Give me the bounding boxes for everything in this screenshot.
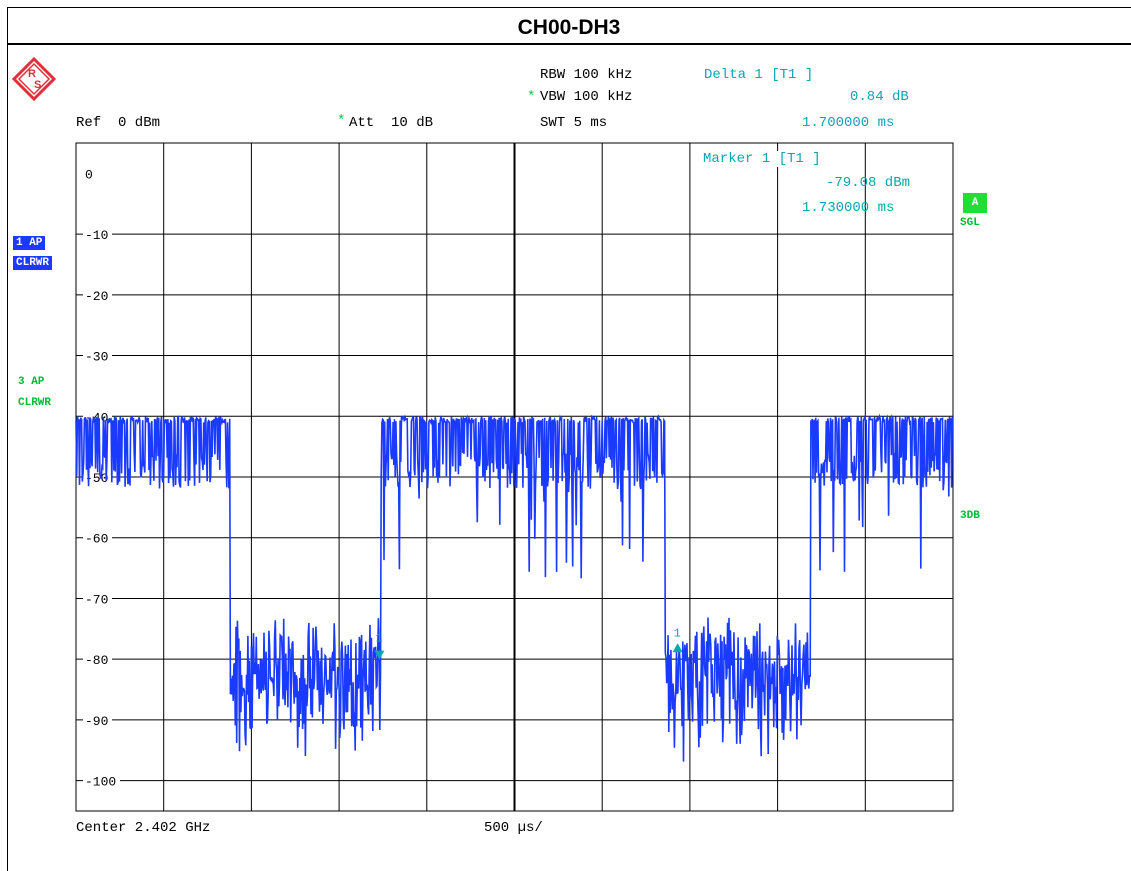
y-tick-label: -90 [85,714,108,729]
y-tick-label-bg [83,226,112,242]
y-tick-label-bg [83,347,112,363]
y-tick-label-bg [83,651,112,667]
y-tick-label: -100 [85,775,116,790]
marker-value: -79.08 dBm [826,175,911,191]
delta-marker-label: Delta 1 [T1 ] [704,67,814,83]
trace1-clrwr-badge: CLRWR [13,256,53,270]
marker-triangle [374,650,385,660]
sgl-badge: SGL [960,217,980,229]
trace1-mode-badge: 1 AP [13,236,46,250]
title-bar: CH00-DH3 [7,7,1131,45]
marker-time: 1.730000 ms [802,200,895,216]
marker-number-label: 1 [674,626,681,640]
y-tick-label-bg [83,711,112,727]
y-tick-label-bg [83,590,112,606]
attenuation: Att 10 dB [349,115,434,131]
vbw-star: * [527,89,536,105]
y-tick-label-bg [83,286,112,302]
y-tick-label: -70 [85,592,108,607]
marker-triangle [672,643,683,653]
center-frequency: Center 2.402 GHz [76,820,211,836]
svg-text:S: S [34,79,41,91]
3db-badge: 3DB [960,510,980,522]
swt-readout: SWT 5 ms [540,115,608,131]
delta-marker-time: 1.700000 ms [802,115,895,131]
vbw-readout: VBW 100 kHz [540,89,633,105]
marker-number-label: 1 [375,632,382,646]
marker-label: Marker 1 [T1 ] [703,151,821,167]
y-tick-label: -30 [85,350,108,365]
y-tick-label-bg [83,469,112,484]
y-tick-label: -10 [85,228,108,243]
y-tick-label-bg [83,772,120,788]
y-tick-label: 0 [85,167,93,182]
ref-level: Ref 0 dBm [76,115,161,131]
y-tick-label: -80 [85,653,108,668]
y-tick-label: -20 [85,289,108,304]
analyzer-frame [7,7,1131,871]
trace3-mode-badge: 3 AP [18,376,45,388]
y-tick-label: -50 [85,471,108,486]
att-star: * [337,113,346,129]
rohde-schwarz-logo-icon: R S [11,56,57,102]
svg-text:R: R [28,68,36,80]
trace3-clrwr-badge: CLRWR [18,397,52,409]
trace-a-badge: A [963,193,987,213]
y-tick-label-bg [83,529,112,545]
y-tick-label: -60 [85,532,108,547]
delta-marker-value: 0.84 dB [850,89,909,105]
rbw-readout: RBW 100 kHz [540,67,633,83]
page-title: CH00-DH3 [517,16,621,39]
trace-line [75,413,954,762]
time-per-division: 500 µs/ [484,820,543,836]
